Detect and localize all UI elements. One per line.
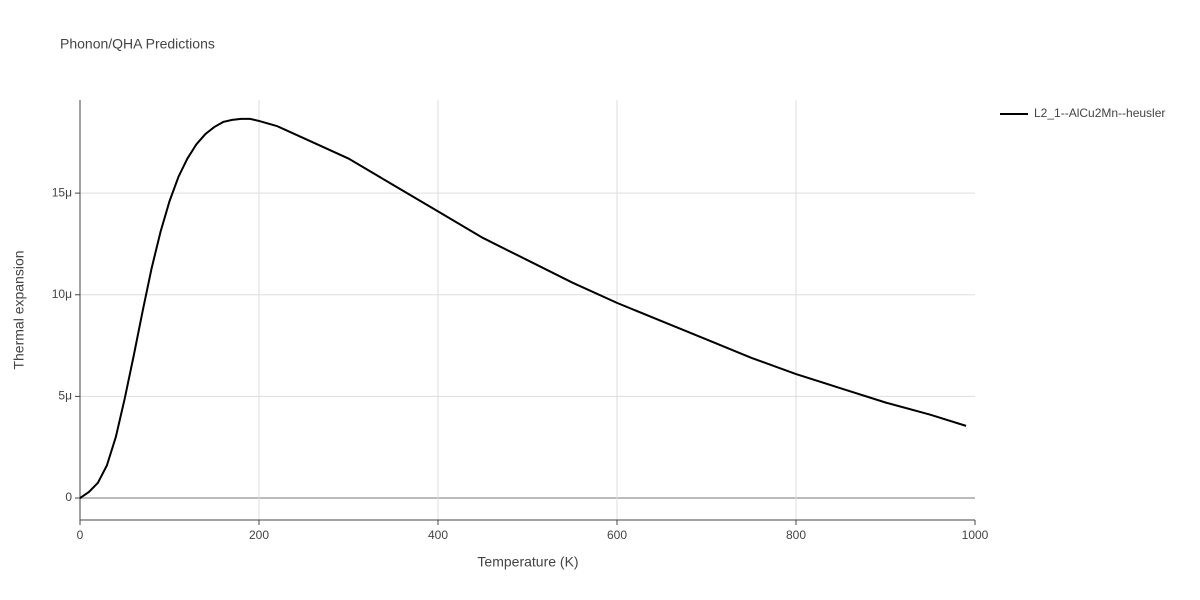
x-tick-label: 200 — [249, 528, 269, 542]
x-tick-label: 600 — [607, 528, 627, 542]
chart-title: Phonon/QHA Predictions — [60, 36, 215, 52]
legend-label: L2_1--AlCu2Mn--heusler — [1034, 106, 1165, 120]
x-tick-label: 0 — [77, 528, 84, 542]
x-tick-label: 800 — [786, 528, 806, 542]
x-tick-label: 1000 — [962, 528, 989, 542]
y-tick-label: 5μ — [58, 389, 72, 403]
x-tick-label: 400 — [428, 528, 448, 542]
y-tick-label: 15μ — [52, 185, 72, 199]
x-axis-title: Temperature (K) — [477, 554, 578, 570]
y-tick-label: 0 — [65, 490, 72, 504]
y-tick-label: 10μ — [52, 287, 72, 301]
y-axis-title: Thermal expansion — [11, 250, 27, 369]
data-line — [79, 117, 967, 499]
